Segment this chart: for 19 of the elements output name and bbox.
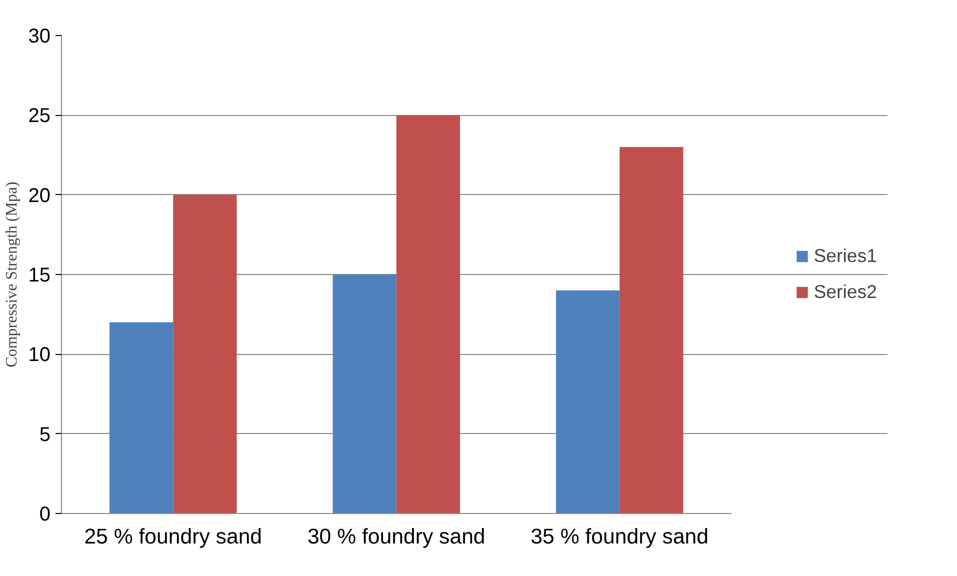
y-tick-label: 0: [39, 504, 50, 526]
bar: [396, 115, 460, 514]
bar: [556, 290, 620, 514]
y-tick-label: 25: [28, 105, 51, 128]
x-tick-label: 35 % foundry sand: [530, 524, 709, 548]
bar: [109, 322, 174, 514]
legend-label: Series1: [814, 245, 877, 267]
legend-label: Series2: [814, 281, 877, 303]
y-axis-title: Compressive Strength (Mpa): [3, 182, 20, 368]
x-tick-label: 30 % foundry sand: [307, 524, 486, 548]
y-tick-label: 5: [39, 424, 50, 446]
y-tick-label: 10: [28, 344, 51, 366]
bar: [332, 274, 396, 514]
x-tick-label: 25 % foundry sand: [84, 524, 262, 548]
bar: [620, 147, 684, 514]
bar: [173, 194, 237, 514]
y-tick-label: 20: [28, 184, 51, 207]
y-tick-label: 15: [28, 264, 51, 286]
y-tick-label: 30: [28, 26, 51, 48]
